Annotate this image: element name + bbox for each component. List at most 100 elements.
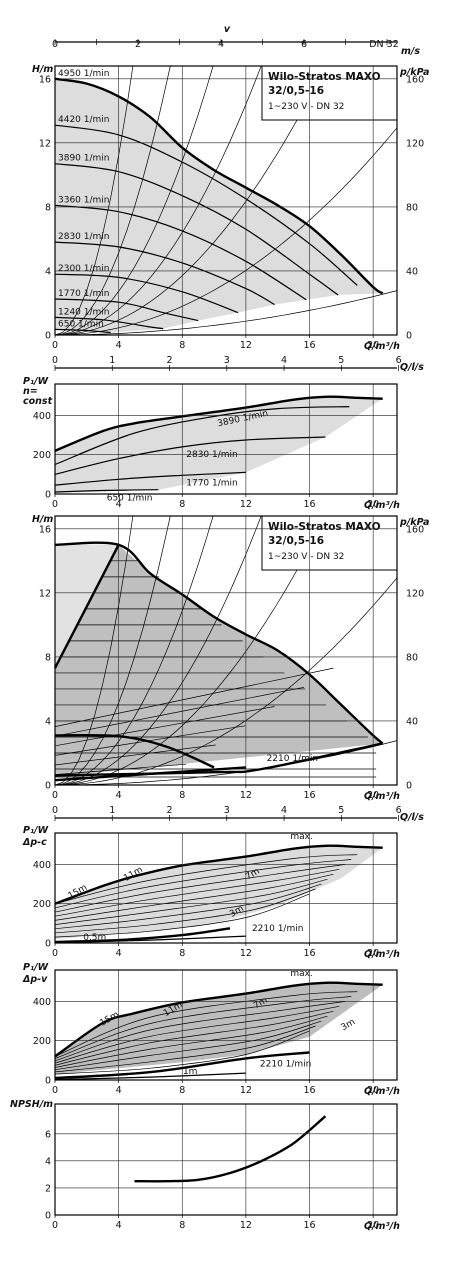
y-tick-label: 4 — [45, 1156, 51, 1167]
flow-ls-tick-label: 3 — [224, 355, 230, 366]
prop-pressure-line — [54, 744, 216, 766]
curve-annotation: 0.5m — [83, 933, 106, 943]
power-control-line — [54, 991, 358, 1057]
min-power-curve — [54, 1051, 310, 1080]
y-tick-label: 400 — [33, 860, 51, 871]
y-tick-label: 400 — [33, 411, 51, 422]
y-tick-label: 200 — [33, 899, 51, 910]
y-tick-label: 0 — [45, 490, 51, 501]
system-curve — [55, 740, 398, 786]
flow-ls-tick-label: 4 — [281, 355, 287, 366]
npsh-frame — [54, 1103, 398, 1216]
x-tick-label: 8 — [179, 499, 185, 510]
y-tick-label: 0 — [45, 939, 51, 950]
head-control-frame — [54, 515, 398, 786]
y-tick-label: 200 — [33, 1036, 51, 1047]
x-tick-label: 12 — [240, 340, 252, 351]
y2-tick-label: 0 — [406, 781, 412, 792]
flow-ls-tick-label: 5 — [338, 805, 344, 816]
x-tick-label: 20 — [367, 499, 379, 510]
y-tick-label: 200 — [33, 450, 51, 461]
speed-curve-label: 4420 1/min — [58, 115, 110, 125]
y2-tick-label: 0 — [406, 331, 412, 342]
power-control-line — [54, 888, 316, 934]
max-curve-left — [53, 544, 120, 669]
power-control-line — [54, 1010, 334, 1066]
x-tick-label: 8 — [179, 340, 185, 351]
chart-subtitle: 32/0,5-16 — [268, 85, 324, 97]
y-axis-title: const — [23, 396, 53, 407]
power-dpc-frame — [54, 832, 398, 944]
title-box: Wilo-Stratos MAXO 32/0,5-16 1~230 V - DN 3… — [261, 515, 398, 571]
speed-curve-label: 4950 1/min — [58, 69, 110, 79]
y-tick-label: 400 — [33, 997, 51, 1008]
power-control-line — [54, 1005, 340, 1064]
x-tick-label: 12 — [240, 1085, 252, 1096]
flow-ls-tick-label: 3 — [224, 805, 230, 816]
speed-curve-label: 3360 1/min — [58, 195, 110, 205]
power-curve — [54, 489, 159, 493]
curve-annotation: max. — [290, 832, 312, 842]
speed-curve-label: 1770 1/min — [58, 289, 110, 299]
y-tick-label: 16 — [39, 524, 51, 535]
chart-head-speed: 4950 1/min 4420 1/min 3890 1/min 3360 1/min… — [32, 64, 429, 373]
y2-axis-title: p/kPa — [399, 517, 429, 528]
x-tick-label: 20 — [367, 340, 379, 351]
y-axis-title: n= — [23, 386, 38, 397]
flow-ls-axis-title: Q/l/s — [400, 362, 424, 373]
x-tick-label: 16 — [303, 340, 315, 351]
chart-caption: 1~230 V - DN 32 — [268, 102, 344, 112]
system-curve — [54, 515, 134, 786]
system-curve — [54, 65, 134, 336]
min-speed-curve-2 — [54, 766, 246, 782]
power-curve — [54, 471, 246, 486]
y-tick-label: 12 — [39, 138, 51, 149]
plot-frame — [54, 515, 398, 786]
speed-curve — [54, 316, 164, 330]
prop-pressure-line — [54, 763, 187, 775]
power-control-line — [54, 883, 322, 930]
y-axis-title: P₁/W — [23, 962, 49, 973]
power-control-line — [54, 1030, 310, 1075]
power-curve-label: 650 1/min — [107, 493, 153, 503]
x-tick-label: 4 — [116, 340, 122, 351]
y-tick-label: 8 — [45, 652, 51, 663]
velocity-tick-label: 2 — [135, 39, 141, 50]
flow-ls-axis-title: Q/l/s — [400, 812, 424, 823]
x-tick-label: 0 — [52, 499, 58, 510]
lowest-power-curve — [54, 935, 246, 944]
x-tick-label: 8 — [179, 948, 185, 959]
power-control-line — [54, 873, 334, 921]
flow-ls-tick-label: 1 — [109, 355, 115, 366]
y-tick-label: 4 — [45, 716, 51, 727]
prop-pressure-line — [54, 725, 246, 756]
x-tick-label: 0 — [52, 340, 58, 351]
operating-range-area — [55, 78, 383, 333]
plot-frame — [54, 969, 398, 1081]
x-tick-label: 4 — [116, 1220, 122, 1231]
y2-tick-label: 80 — [406, 202, 418, 213]
pipe-size-label: DN 32 — [369, 39, 399, 50]
y-tick-label: 8 — [45, 202, 51, 213]
chart-title: Wilo-Stratos MAXO — [268, 521, 381, 533]
x-tick-label: 20 — [367, 1085, 379, 1096]
x-tick-label: 4 — [116, 948, 122, 959]
y-tick-label: 2 — [45, 1183, 51, 1194]
y2-axis-title: p/kPa — [399, 67, 429, 78]
system-curve — [54, 65, 171, 336]
power-control-line — [54, 1001, 346, 1062]
y-axis-title: Δp-v — [22, 974, 48, 985]
system-curve — [54, 65, 214, 336]
x-tick-label: 12 — [240, 499, 252, 510]
velocity-axis: 0 2 4 6 v DN 32m/s — [52, 24, 420, 57]
speed-curve — [54, 328, 111, 334]
speed-curve-label: 650 1/min — [58, 319, 104, 329]
power-control-line — [54, 1025, 316, 1073]
system-curve — [54, 127, 398, 336]
y-tick-label: 4 — [45, 266, 51, 277]
power-control-line — [54, 868, 340, 917]
x-tick-label: 16 — [303, 1085, 315, 1096]
speed-curve — [54, 298, 199, 322]
